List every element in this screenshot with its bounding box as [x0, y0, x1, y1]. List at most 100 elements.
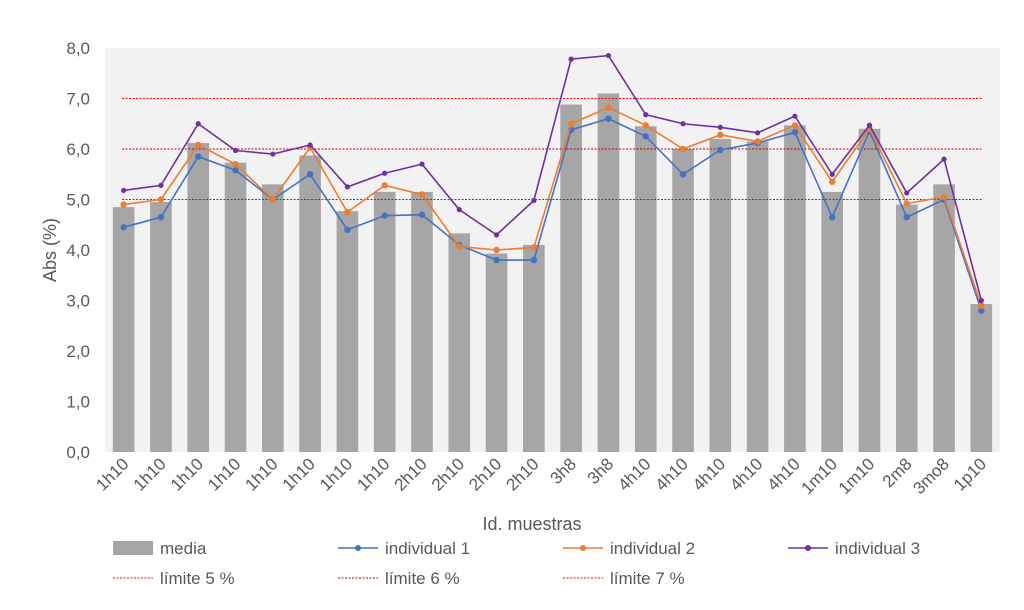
series-point-1 — [978, 307, 985, 314]
series-point-1 — [120, 224, 127, 231]
x-tick-label: 1h10 — [241, 454, 281, 494]
series-point-3 — [978, 297, 984, 304]
y-tick-label: 1,0 — [66, 393, 90, 412]
y-tick-label: 2,0 — [66, 342, 90, 361]
bar-media — [634, 126, 657, 453]
series-point-3 — [531, 197, 537, 204]
series-point-1 — [157, 213, 165, 221]
series-point-2 — [195, 141, 202, 149]
series-point-2 — [493, 246, 500, 254]
x-axis-label: Id. muestras — [482, 514, 581, 534]
bar-media — [112, 207, 135, 452]
series-point-1 — [418, 211, 426, 218]
series-point-2 — [903, 200, 910, 207]
series-point-2 — [418, 191, 426, 198]
legend-swatch-marker — [355, 545, 361, 551]
series-point-2 — [157, 196, 165, 203]
series-point-1 — [717, 146, 724, 154]
series-point-1 — [642, 133, 649, 140]
x-tick-label: 1h10 — [279, 454, 319, 494]
y-tick-label: 5,0 — [66, 191, 90, 210]
bar-media — [224, 162, 247, 452]
series-point-3 — [568, 56, 574, 62]
bar-media — [709, 138, 732, 452]
bar-media — [261, 184, 284, 452]
series-point-3 — [680, 121, 686, 127]
bar-media — [746, 141, 769, 453]
series-point-3 — [829, 171, 835, 177]
series-point-2 — [269, 196, 277, 203]
series-point-1 — [306, 171, 314, 178]
bar-media — [970, 304, 993, 452]
series-point-3 — [493, 232, 500, 238]
bar-media — [895, 204, 918, 452]
bar-media — [448, 233, 471, 452]
x-tick-label: 2h10 — [391, 454, 431, 494]
x-tick-label: 3h8 — [546, 454, 579, 487]
x-tick-label: 1h10 — [316, 454, 356, 494]
bar-media — [821, 191, 844, 453]
series-point-1 — [791, 129, 799, 136]
series-point-1 — [903, 213, 910, 221]
legend-swatch-marker — [805, 545, 811, 551]
x-tick-label: 1h10 — [130, 454, 170, 494]
y-tick-label: 7,0 — [66, 90, 90, 109]
legend-swatch-bar — [113, 541, 153, 555]
y-tick-label: 8,0 — [66, 39, 90, 58]
legend-label: límite 7 % — [610, 569, 685, 588]
series-point-3 — [195, 121, 201, 127]
series-point-1 — [493, 256, 500, 264]
series-point-2 — [344, 208, 351, 216]
legend-label: individual 3 — [835, 539, 920, 558]
series-point-1 — [679, 171, 687, 178]
x-tick-label: 1h10 — [92, 454, 132, 494]
plot-area — [105, 48, 1000, 452]
bar-media — [933, 184, 955, 452]
x-tick-label: 1h10 — [353, 454, 393, 494]
series-point-3 — [605, 52, 612, 59]
x-tick-label: 1p10 — [950, 454, 990, 494]
series-point-3 — [344, 184, 350, 190]
series-point-2 — [530, 244, 538, 251]
legend-label: individual 1 — [385, 539, 470, 558]
series-point-3 — [382, 170, 388, 176]
x-tick-label: 1m10 — [835, 454, 879, 498]
series-point-2 — [120, 201, 127, 208]
series-point-3 — [270, 151, 276, 157]
legend-label: media — [160, 539, 207, 558]
series-point-2 — [605, 104, 612, 111]
x-tick-label: 3h8 — [584, 454, 617, 487]
series-point-3 — [307, 142, 313, 148]
bar-media — [150, 202, 172, 452]
series-point-2 — [828, 178, 836, 186]
legend-swatch-marker — [580, 545, 586, 551]
x-tick-label: 4h10 — [726, 454, 766, 494]
x-tick-label: 1h10 — [204, 454, 244, 494]
legend-label: límite 6 % — [385, 569, 460, 588]
x-tick-label: 2h10 — [502, 454, 542, 494]
series-point-3 — [643, 112, 649, 118]
bar-media — [373, 191, 396, 453]
x-tick-label: 2h10 — [465, 454, 505, 494]
bar-media — [597, 93, 620, 452]
x-tick-label: 4h10 — [652, 454, 692, 494]
series-point-3 — [158, 182, 164, 188]
legend: media individual 1 individual 2 individual … — [113, 539, 920, 588]
x-tick-label: 2h10 — [428, 454, 468, 494]
x-tick-label: 1h10 — [167, 454, 207, 494]
series-point-2 — [754, 138, 761, 145]
y-tick-label: 0,0 — [66, 443, 90, 462]
y-axis-label: Abs (%) — [40, 218, 60, 282]
bar-media — [523, 244, 545, 452]
bar-media — [784, 125, 806, 452]
series-point-3 — [866, 122, 873, 128]
series-line-3 — [123, 54, 983, 301]
series-point-1 — [344, 226, 351, 233]
x-tick-label: 4h10 — [689, 454, 729, 494]
y-tick-label: 3,0 — [66, 292, 90, 311]
series-point-3 — [419, 161, 425, 167]
series-point-1 — [605, 115, 612, 122]
series-point-2 — [456, 243, 463, 250]
series-point-1 — [530, 256, 538, 264]
